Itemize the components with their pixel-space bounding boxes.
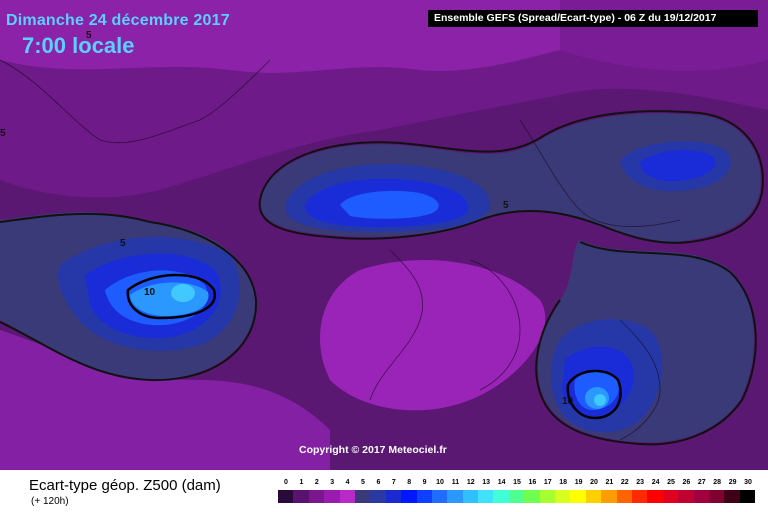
scale-swatch — [370, 490, 386, 503]
forecast-time: 7:00 locale — [22, 33, 135, 58]
scale-tick-label: 18 — [559, 479, 568, 486]
contour-label: 5 — [0, 128, 6, 139]
scale-tick-label: 27 — [697, 479, 706, 486]
scale-swatch — [385, 490, 402, 503]
scale-tick-label: 5 — [361, 479, 365, 486]
scale-tick-label: 21 — [605, 479, 614, 486]
scale-swatch — [478, 490, 494, 503]
scale-swatch — [416, 490, 432, 503]
scale-swatch — [647, 490, 663, 503]
scale-swatch — [339, 490, 355, 503]
coastlines — [0, 59, 681, 441]
scale-swatch — [616, 490, 632, 503]
forecast-date: Dimanche 24 décembre 2017 — [6, 12, 230, 29]
scale-swatch — [585, 490, 602, 503]
north-spread-band — [258, 110, 764, 244]
scale-swatch — [508, 490, 525, 503]
mediterranean-spread-cell — [535, 240, 757, 446]
scale-swatch — [462, 490, 479, 503]
scale-tick-label: 22 — [620, 479, 629, 486]
scale-tick-label: 7 — [391, 479, 396, 486]
scale-tick-label: 28 — [713, 479, 722, 486]
spread-map: Dimanche 24 décembre 2017 7:00 locale En… — [0, 0, 768, 470]
scale-swatch — [555, 490, 571, 503]
scale-swatch — [739, 490, 756, 503]
scale-tick-label: 19 — [574, 479, 583, 486]
scale-swatch — [324, 490, 340, 503]
contour-label: 5 — [86, 30, 92, 41]
scale-tick-label: 26 — [682, 479, 691, 486]
scale-swatch — [724, 490, 740, 503]
scale-swatch — [401, 490, 417, 503]
run-info-banner: Ensemble GEFS (Spread/Ecart-type) - 06 Z… — [428, 10, 758, 27]
scale-swatch — [601, 490, 617, 503]
scale-tick-label: 4 — [345, 479, 350, 486]
scale-tick-label: 13 — [482, 479, 491, 486]
scale-tick-label: 1 — [299, 479, 304, 486]
scale-tick-label: 12 — [466, 479, 475, 486]
scale-tick-label: 16 — [528, 479, 537, 486]
scale-tick-label: 3 — [330, 479, 335, 486]
scale-swatch — [293, 490, 309, 503]
scale-tick-label: 24 — [651, 479, 660, 486]
legend-subtitle: (+ 120h) — [31, 496, 69, 507]
legend-title: Ecart-type géop. Z500 (dam) — [29, 477, 221, 494]
scale-swatch — [539, 490, 556, 503]
scale-swatch — [431, 490, 448, 503]
scale-swatch — [662, 490, 679, 503]
scale-tick-label: 8 — [407, 479, 412, 486]
map-canvas — [0, 0, 768, 470]
scale-swatch — [708, 490, 725, 503]
scale-tick-label: 29 — [728, 479, 737, 486]
contour-label: 5 — [503, 200, 509, 211]
copyright-text: Copyright © 2017 Meteociel.fr — [299, 444, 447, 456]
scale-tick-label: 14 — [497, 479, 506, 486]
contour-label: 5 — [120, 238, 126, 249]
scale-swatch — [354, 490, 371, 503]
scale-tick-label: 15 — [513, 479, 521, 486]
purple-patch-europe — [320, 260, 546, 411]
scale-tick-label: 2 — [314, 479, 319, 486]
scale-tick-label: 9 — [422, 479, 427, 486]
scale-swatch — [308, 490, 325, 503]
scale-tick-label: 17 — [543, 479, 552, 486]
scale-tick-label: 11 — [451, 479, 460, 486]
scale-swatch — [631, 490, 648, 503]
atlantic-spread-cell — [0, 212, 258, 382]
scale-tick-label: 30 — [744, 479, 752, 486]
scale-tick-label: 20 — [590, 479, 598, 486]
scale-swatch — [524, 490, 540, 503]
scale-tick-label: 0 — [284, 479, 288, 486]
scale-swatch — [447, 490, 463, 503]
scale-swatch — [693, 490, 709, 503]
contour-label: 10 — [144, 287, 156, 298]
color-scale — [278, 490, 756, 503]
purple-band-arctic — [0, 0, 560, 73]
scale-tick-label: 6 — [376, 479, 381, 486]
scale-swatch — [678, 490, 694, 503]
color-scale-ticks: 0 1 2 3 4 5 6 7 8 9 10 11 12 13 14 15 16 17 18 19 20 21 22 23 24… — [278, 479, 756, 489]
contour-label: 10 — [562, 396, 574, 407]
scale-swatch — [278, 490, 294, 503]
scale-tick-label: 25 — [667, 479, 675, 486]
scale-swatch — [570, 490, 586, 503]
scale-tick-label: 23 — [636, 479, 645, 486]
scale-swatch — [493, 490, 509, 503]
scale-tick-label: 10 — [436, 479, 444, 486]
